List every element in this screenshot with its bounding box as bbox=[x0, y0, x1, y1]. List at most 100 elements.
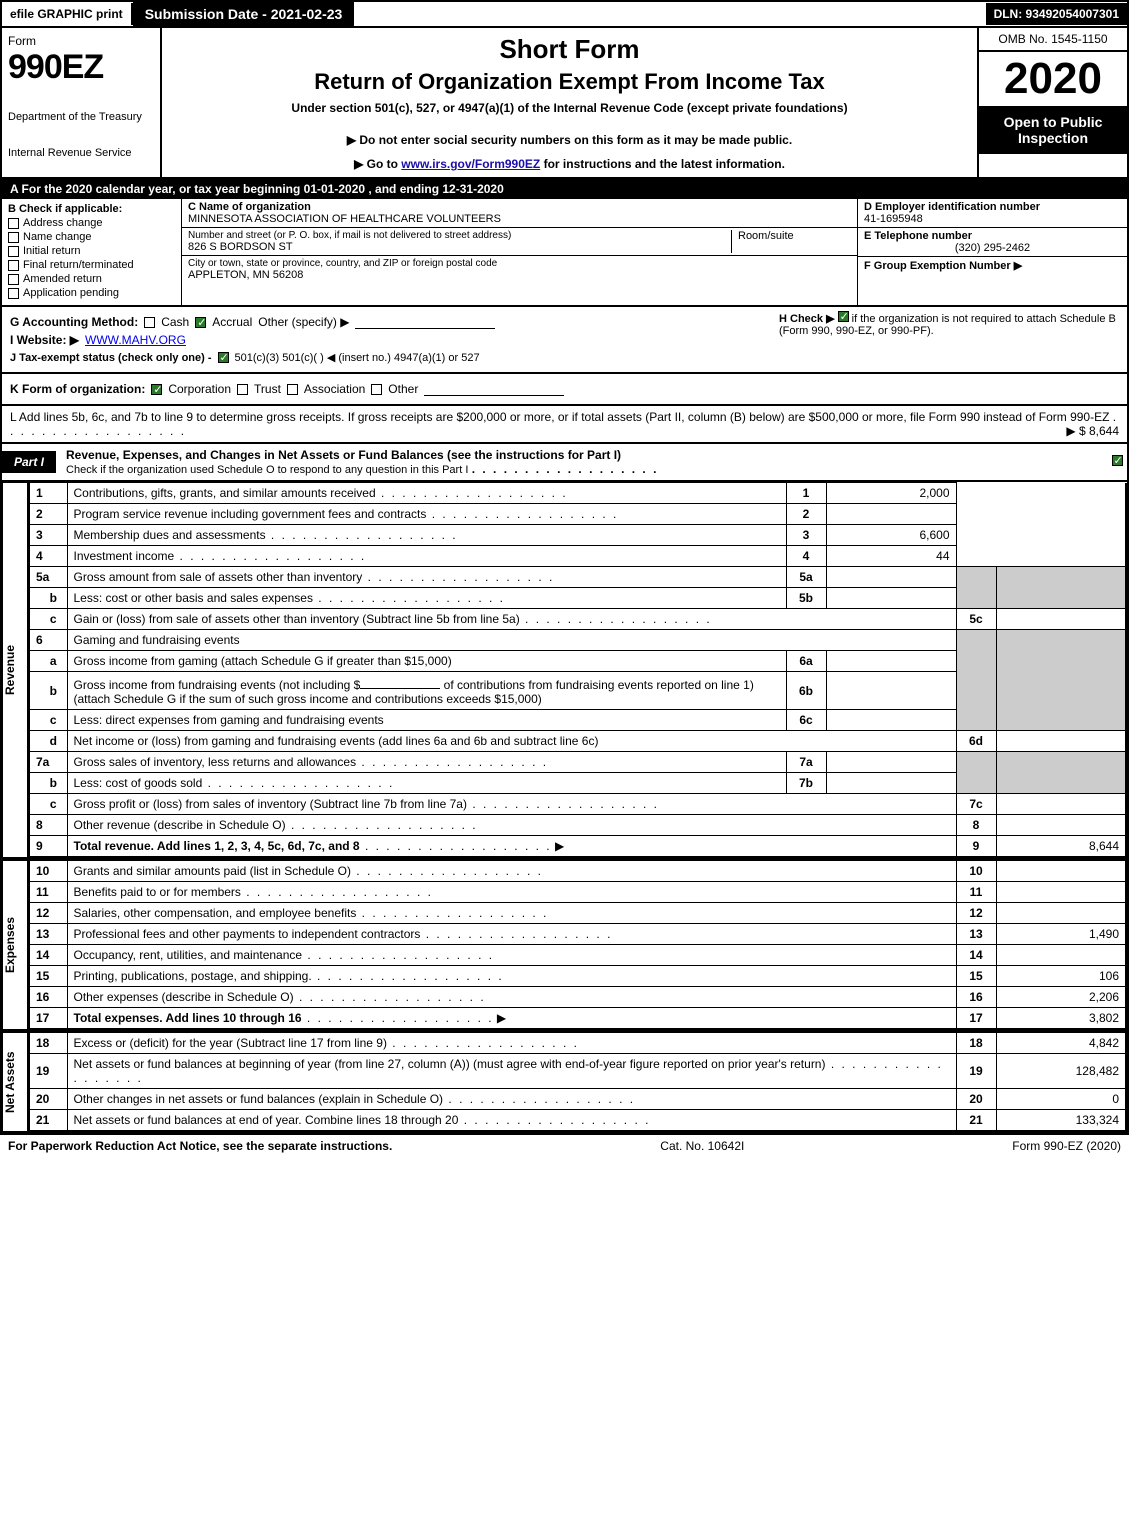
group-exemption-label: F Group Exemption Number ▶ bbox=[864, 260, 1022, 272]
line-17: 17Total expenses. Add lines 10 through 1… bbox=[29, 1008, 1126, 1030]
org-city: APPLETON, MN 56208 bbox=[188, 269, 851, 281]
section-b-label: B Check if applicable: bbox=[8, 203, 175, 215]
page-footer: For Paperwork Reduction Act Notice, see … bbox=[0, 1134, 1129, 1157]
net-assets-section: Net Assets 18Excess or (deficit) for the… bbox=[0, 1030, 1129, 1134]
part1-check-line: Check if the organization used Schedule … bbox=[66, 464, 468, 476]
g-label: G Accounting Method: bbox=[10, 315, 138, 329]
line-10: 10Grants and similar amounts paid (list … bbox=[29, 861, 1126, 882]
tax-year: 2020 bbox=[979, 52, 1127, 106]
section-def: D Employer identification number 41-1695… bbox=[857, 199, 1127, 305]
org-address: 826 S BORDSON ST bbox=[188, 241, 731, 253]
checkbox-checked-icon[interactable] bbox=[218, 352, 229, 363]
dept-irs: Internal Revenue Service bbox=[8, 147, 154, 159]
section-h: H Check ▶ if the organization is not req… bbox=[779, 311, 1119, 337]
section-f: F Group Exemption Number ▶ bbox=[858, 257, 1127, 274]
line-5c: cGain or (loss) from sale of assets othe… bbox=[29, 609, 1126, 630]
revenue-side-label: Revenue bbox=[2, 482, 28, 858]
city-label: City or town, state or province, country… bbox=[188, 258, 851, 269]
goto-line: ▶ Go to www.irs.gov/Form990EZ for instru… bbox=[172, 157, 967, 171]
line-7a: 7aGross sales of inventory, less returns… bbox=[29, 752, 1126, 773]
other-org-input[interactable] bbox=[424, 382, 564, 396]
part1-header: Part I Revenue, Expenses, and Changes in… bbox=[0, 444, 1129, 482]
goto-link[interactable]: www.irs.gov/Form990EZ bbox=[401, 157, 540, 171]
checkbox-checked-icon[interactable] bbox=[195, 317, 206, 328]
website-link[interactable]: WWW.MAHV.ORG bbox=[85, 333, 186, 347]
checkbox-icon[interactable] bbox=[8, 246, 19, 257]
ein-value: 41-1695948 bbox=[864, 213, 1121, 225]
org-city-row: City or town, state or province, country… bbox=[182, 256, 857, 283]
checkbox-icon[interactable] bbox=[8, 274, 19, 285]
j-opts: 501(c)(3) 501(c)( ) ◀ (insert no.) 4947(… bbox=[235, 351, 480, 364]
line-6: 6Gaming and fundraising events bbox=[29, 630, 1126, 651]
form-word: Form bbox=[8, 34, 154, 48]
chk-amended-return: Amended return bbox=[8, 273, 175, 285]
revenue-table: 1Contributions, gifts, grants, and simil… bbox=[28, 482, 1127, 858]
chk-final-return: Final return/terminated bbox=[8, 259, 175, 271]
line-l-value: ▶ $ 8,644 bbox=[1066, 424, 1119, 438]
omb-number: OMB No. 1545-1150 bbox=[979, 28, 1127, 52]
checkbox-icon[interactable] bbox=[144, 317, 155, 328]
section-e: E Telephone number (320) 295-2462 bbox=[858, 228, 1127, 257]
checkbox-icon[interactable] bbox=[371, 384, 382, 395]
line-20: 20Other changes in net assets or fund ba… bbox=[29, 1089, 1126, 1110]
addr-label: Number and street (or P. O. box, if mail… bbox=[188, 230, 731, 241]
header-right: OMB No. 1545-1150 2020 Open to Public In… bbox=[977, 28, 1127, 177]
revenue-section: Revenue 1Contributions, gifts, grants, a… bbox=[0, 482, 1129, 858]
line-3: 3Membership dues and assessments36,600 bbox=[29, 525, 1126, 546]
checkbox-icon[interactable] bbox=[8, 218, 19, 229]
org-addr-row: Number and street (or P. O. box, if mail… bbox=[182, 228, 857, 256]
top-bar: efile GRAPHIC print Submission Date - 20… bbox=[0, 0, 1129, 28]
line-19: 19Net assets or fund balances at beginni… bbox=[29, 1054, 1126, 1089]
org-name-row: C Name of organization MINNESOTA ASSOCIA… bbox=[182, 199, 857, 228]
phone-value: (320) 295-2462 bbox=[864, 242, 1121, 254]
expenses-section: Expenses 10Grants and similar amounts pa… bbox=[0, 858, 1129, 1030]
line-15: 15Printing, publications, postage, and s… bbox=[29, 966, 1126, 987]
efile-print-label[interactable]: efile GRAPHIC print bbox=[2, 3, 133, 25]
room-suite: Room/suite bbox=[731, 230, 851, 253]
i-label: I Website: ▶ bbox=[10, 333, 79, 347]
checkbox-icon[interactable] bbox=[8, 232, 19, 243]
checkbox-icon[interactable] bbox=[287, 384, 298, 395]
info-block: B Check if applicable: Address change Na… bbox=[0, 199, 1129, 307]
goto-pre: ▶ Go to bbox=[354, 157, 401, 171]
submission-date: Submission Date - 2021-02-23 bbox=[133, 2, 355, 26]
form-header: Form 990EZ Department of the Treasury In… bbox=[0, 28, 1129, 179]
line-18: 18Excess or (deficit) for the year (Subt… bbox=[29, 1033, 1126, 1054]
j-label: J Tax-exempt status (check only one) - bbox=[10, 352, 212, 364]
schedule-o-checkbox[interactable] bbox=[1107, 455, 1127, 469]
line-21: 21Net assets or fund balances at end of … bbox=[29, 1110, 1126, 1132]
k-label: K Form of organization: bbox=[10, 382, 145, 396]
other-specify-input[interactable] bbox=[355, 315, 495, 329]
section-c: C Name of organization MINNESOTA ASSOCIA… bbox=[182, 199, 857, 305]
line-5a: 5aGross amount from sale of assets other… bbox=[29, 567, 1126, 588]
net-assets-table: 18Excess or (deficit) for the year (Subt… bbox=[28, 1032, 1127, 1132]
contrib-amount-input[interactable] bbox=[360, 675, 440, 689]
catalog-number: Cat. No. 10642I bbox=[660, 1139, 744, 1153]
form-version: Form 990-EZ (2020) bbox=[1012, 1139, 1121, 1153]
line-2: 2Program service revenue including gover… bbox=[29, 504, 1126, 525]
checkbox-icon[interactable] bbox=[237, 384, 248, 395]
form-number: 990EZ bbox=[8, 48, 154, 87]
section-d: D Employer identification number 41-1695… bbox=[858, 199, 1127, 228]
title-short-form: Short Form bbox=[172, 34, 967, 65]
phone-label: E Telephone number bbox=[864, 230, 1121, 242]
expenses-side-label: Expenses bbox=[2, 860, 28, 1030]
checkbox-checked-icon[interactable] bbox=[151, 384, 162, 395]
chk-initial-return: Initial return bbox=[8, 245, 175, 257]
subtitle: Under section 501(c), 527, or 4947(a)(1)… bbox=[172, 101, 967, 115]
dln-label: DLN: 93492054007301 bbox=[986, 3, 1127, 25]
section-i: I Website: ▶ WWW.MAHV.ORG bbox=[10, 333, 779, 347]
section-j: J Tax-exempt status (check only one) - 5… bbox=[10, 351, 1119, 364]
misc-block: H Check ▶ if the organization is not req… bbox=[0, 307, 1129, 374]
header-left: Form 990EZ Department of the Treasury In… bbox=[2, 28, 162, 177]
header-center: Short Form Return of Organization Exempt… bbox=[162, 28, 977, 177]
checkbox-icon[interactable] bbox=[8, 260, 19, 271]
open-to-public: Open to Public Inspection bbox=[979, 106, 1127, 154]
part1-title: Revenue, Expenses, and Changes in Net As… bbox=[56, 444, 1107, 480]
expenses-table: 10Grants and similar amounts paid (list … bbox=[28, 860, 1127, 1030]
line-9: 9Total revenue. Add lines 1, 2, 3, 4, 5c… bbox=[29, 836, 1126, 858]
checkbox-checked-icon[interactable] bbox=[838, 311, 849, 322]
checkbox-icon[interactable] bbox=[8, 288, 19, 299]
section-g: G Accounting Method: Cash Accrual Other … bbox=[10, 315, 779, 329]
line-16: 16Other expenses (describe in Schedule O… bbox=[29, 987, 1126, 1008]
